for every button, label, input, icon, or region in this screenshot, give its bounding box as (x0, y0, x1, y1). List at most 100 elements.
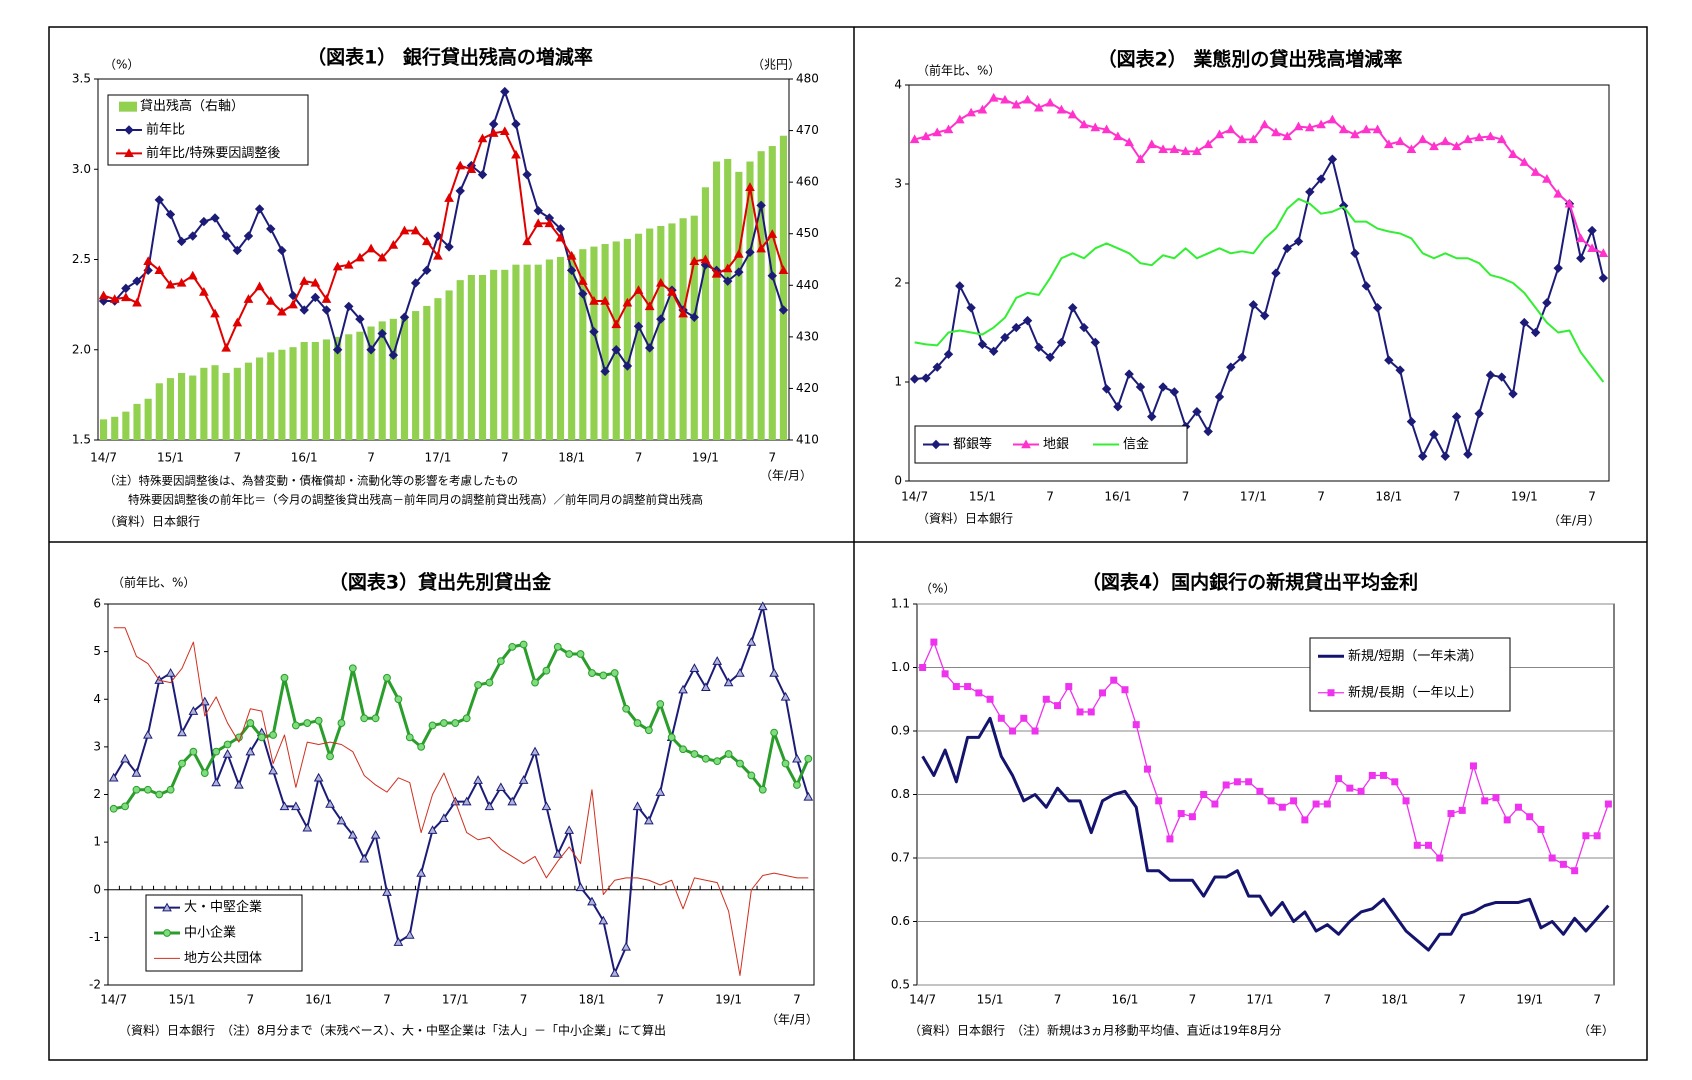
y-tick-label: 4 (894, 78, 902, 92)
marker (277, 245, 287, 256)
marker (689, 663, 700, 672)
marker (622, 297, 633, 307)
marker (1598, 273, 1609, 283)
marker (511, 119, 521, 129)
marker (176, 236, 187, 247)
y2-tick-label: 480 (796, 72, 819, 86)
marker (299, 305, 309, 315)
marker (909, 374, 920, 384)
marker (778, 265, 789, 275)
marker (1293, 121, 1304, 131)
marker (1576, 253, 1586, 263)
y-tick-label: 2 (93, 787, 101, 801)
marker (1395, 136, 1405, 146)
y-tick-label: 5 (93, 644, 101, 658)
marker (679, 745, 687, 754)
marker (370, 829, 381, 839)
marker (109, 294, 120, 303)
marker (1508, 389, 1518, 399)
bar (445, 290, 453, 440)
marker (1180, 146, 1191, 156)
x-tick-label: 16/1 (1104, 490, 1131, 504)
marker (1564, 198, 1575, 208)
marker (1553, 188, 1564, 198)
marker (1514, 803, 1522, 811)
x-tick-label: 18/1 (1375, 490, 1402, 504)
marker (519, 640, 528, 649)
marker (131, 768, 142, 777)
marker (553, 642, 562, 651)
marker (221, 342, 232, 352)
marker (530, 746, 540, 756)
bar (412, 311, 420, 440)
bar (200, 367, 208, 440)
marker (644, 726, 653, 735)
x-tick-label: 7 (1054, 993, 1062, 1007)
marker (1192, 146, 1202, 156)
marker (735, 668, 745, 677)
marker (576, 650, 585, 658)
y-tick-label: 0.6 (891, 914, 910, 928)
marker (461, 796, 472, 806)
y-tick-label: 1 (894, 375, 902, 389)
marker (1327, 114, 1338, 124)
marker (1113, 402, 1123, 412)
marker (712, 656, 723, 665)
marker (232, 317, 243, 327)
marker (1158, 382, 1168, 392)
bar (166, 378, 175, 440)
marker (1203, 426, 1213, 437)
marker (1054, 702, 1062, 710)
bar (367, 326, 375, 440)
marker (366, 243, 376, 253)
source: （資料）日本銀行 （注）8月分まで（末残ベース）、大・中堅企業は「法人」－「中小… (119, 1023, 666, 1038)
marker (1158, 144, 1168, 154)
series-line (113, 627, 809, 976)
marker (1079, 119, 1089, 129)
marker (747, 771, 756, 780)
marker (977, 104, 988, 114)
bar (467, 274, 475, 440)
marker (1338, 124, 1349, 134)
x-tick-label: 16/1 (305, 993, 332, 1007)
marker (611, 345, 621, 355)
marker (1237, 134, 1247, 144)
marker (132, 785, 141, 794)
marker (1350, 248, 1360, 259)
marker (268, 765, 278, 775)
marker (1440, 451, 1450, 461)
marker (633, 285, 644, 294)
series-line (914, 158, 1605, 458)
x-tick-label: 18/1 (578, 993, 605, 1007)
marker (1011, 322, 1021, 333)
legend-label: 地方公共団体 (184, 950, 262, 966)
legend-box (914, 425, 1188, 464)
x-tick-label: 7 (367, 451, 375, 465)
marker (1368, 771, 1376, 779)
marker (770, 728, 779, 737)
marker (1312, 800, 1320, 808)
x-axis-label: （年/月） (1548, 514, 1600, 528)
marker (644, 343, 655, 353)
x-tick-label: 7 (656, 993, 664, 1007)
marker (1451, 411, 1462, 422)
y-tick-label: 0.5 (891, 978, 910, 992)
x-tick-label: 14/7 (901, 490, 928, 504)
marker (599, 671, 608, 680)
y-tick-label: 3.0 (72, 162, 91, 176)
marker (121, 292, 131, 302)
marker (1214, 392, 1225, 402)
marker (1188, 813, 1196, 821)
marker (756, 243, 766, 253)
marker (655, 277, 666, 287)
chart-title: （図表4）国内銀行の新規貸出平均金利 (1082, 571, 1418, 594)
marker (1146, 139, 1157, 149)
marker (313, 772, 324, 782)
bar (144, 398, 152, 440)
marker (656, 700, 665, 708)
legend-swatch (119, 101, 137, 112)
x-tick-label: 19/1 (715, 993, 742, 1007)
marker (1575, 233, 1586, 243)
marker (780, 691, 791, 701)
marker (977, 339, 988, 350)
